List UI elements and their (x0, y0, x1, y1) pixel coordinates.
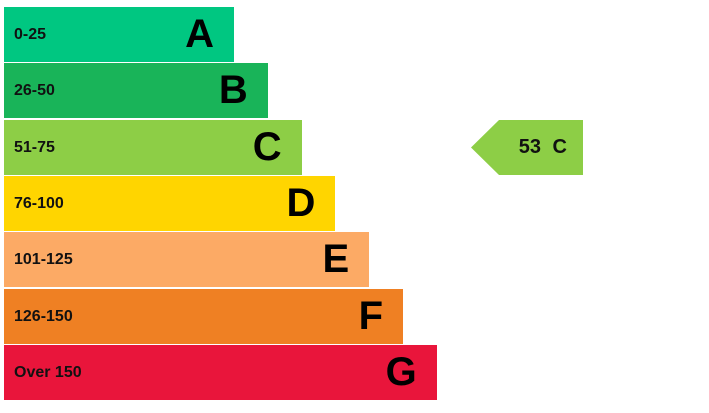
band-range-label: Over 150 (14, 363, 82, 381)
band-bar-b: 26-50 B (4, 63, 268, 119)
band-range-label: 51-75 (14, 138, 55, 156)
band-bar-c: 51-75 C (4, 119, 302, 175)
band-letter: A (185, 12, 214, 56)
current-rating-arrow: 53 C (471, 119, 583, 175)
band-range-label: 0-25 (14, 26, 47, 43)
band-bar-d: 76-100 D (4, 175, 336, 231)
band-range-label: 76-100 (14, 194, 64, 212)
band-range-label: 126-150 (14, 307, 73, 325)
band-letter: D (286, 180, 316, 225)
band-bar-a: 0-25 A (4, 7, 234, 62)
band-letter: E (322, 237, 350, 282)
band-letter: B (218, 68, 248, 113)
band-bar-f: 126-150 F (4, 288, 403, 344)
band-bar-g: Over 150 G (4, 344, 437, 400)
arrow-shape (471, 119, 583, 175)
band-letter: F (358, 293, 383, 338)
band-range-label: 101-125 (14, 251, 73, 269)
band-bar-e: 101-125 E (4, 232, 370, 288)
current-rating-label: 53 C (518, 135, 567, 158)
band-letter: C (252, 124, 282, 169)
band-range-label: 26-50 (14, 82, 55, 100)
band-letter: G (385, 349, 417, 394)
